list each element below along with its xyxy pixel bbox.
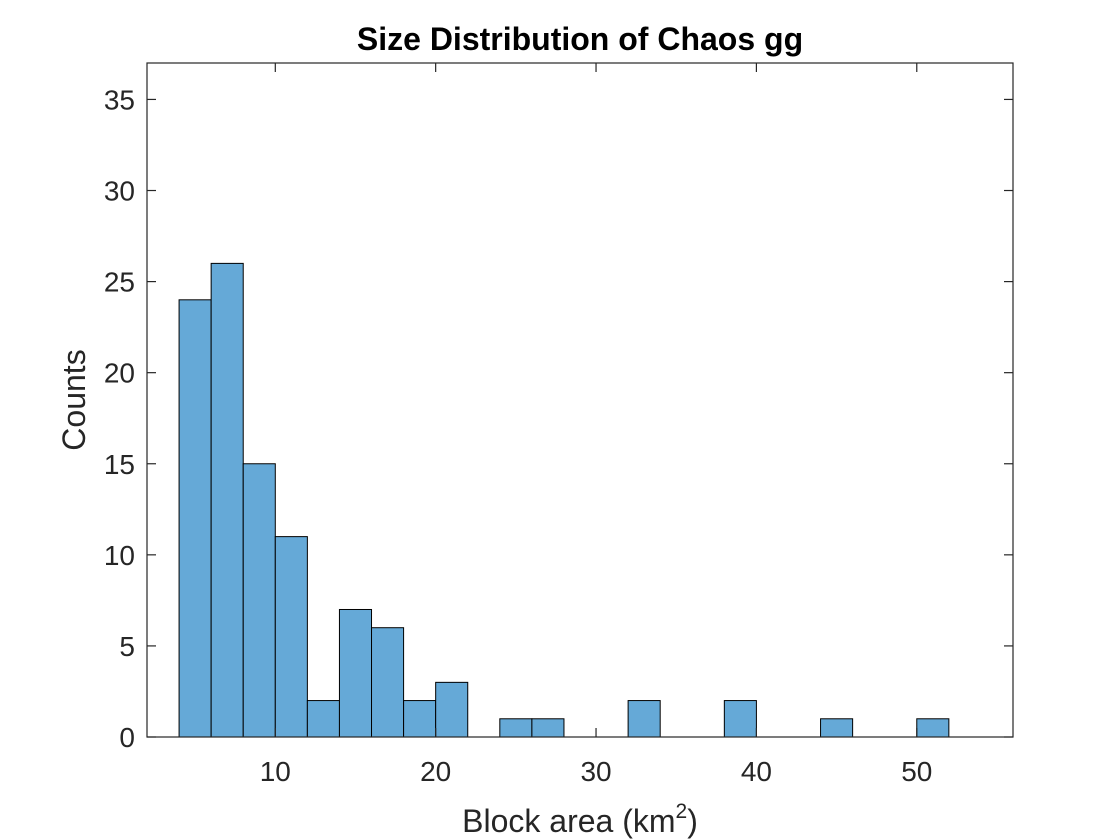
y-axis-label: Counts [56, 349, 92, 450]
histogram-bar-6-8 [210, 262, 244, 738]
histogram-bar-32-34 [627, 700, 661, 738]
histogram-bar-4-6 [178, 299, 212, 738]
y-tick-label-0: 0 [119, 722, 135, 753]
histogram-bar-10-12 [274, 536, 308, 738]
histogram-bar-8-10 [242, 463, 276, 738]
x-tick-label-50: 50 [901, 756, 932, 787]
y-tick-label-15: 15 [104, 449, 135, 480]
histogram-bar-44-46 [820, 718, 854, 738]
histogram-bar-14-16 [338, 608, 373, 738]
x-tick-label-40: 40 [741, 756, 772, 787]
y-tick-label-25: 25 [104, 267, 135, 298]
histogram-bar-24-26 [499, 718, 533, 738]
chart-title: Size Distribution of Chaos gg [357, 21, 803, 57]
bar-group [178, 262, 950, 738]
histogram-bar-12-14 [306, 700, 340, 738]
y-tick-label-20: 20 [104, 358, 135, 389]
histogram-bar-16-18 [371, 627, 405, 738]
y-tick-label-35: 35 [104, 84, 135, 115]
x-axis-label-superscript: 2 [676, 800, 688, 823]
y-tick-label-30: 30 [104, 176, 135, 207]
histogram-bar-50-52 [916, 718, 950, 738]
x-axis-label-prefix: Block area (km [462, 803, 675, 839]
x-axis-label-suffix: ) [687, 803, 698, 839]
x-tick-labels: 10 20 30 40 50 [260, 756, 933, 787]
y-tick-label-10: 10 [104, 540, 135, 571]
x-axis-label: Block area (km2) [462, 800, 698, 839]
y-tick-labels: 0 5 10 15 20 25 30 35 [104, 84, 135, 753]
histogram-bar-38-40 [723, 700, 757, 738]
x-tick-label-20: 20 [420, 756, 451, 787]
histogram-bar-20-22 [435, 681, 469, 738]
histogram-bar-18-20 [403, 700, 437, 738]
x-tick-label-30: 30 [580, 756, 611, 787]
tick-marks [147, 63, 1013, 738]
histogram-bar-26-28 [531, 718, 565, 738]
y-tick-label-5: 5 [119, 631, 135, 662]
axes-box [146, 62, 1014, 738]
x-tick-label-10: 10 [260, 756, 291, 787]
